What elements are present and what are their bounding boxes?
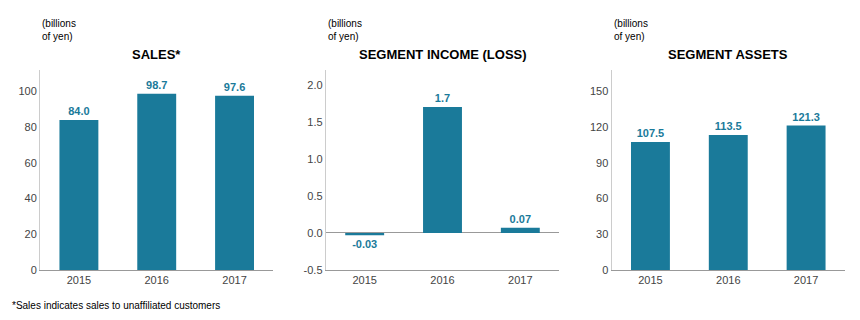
svg-text:107.5: 107.5 bbox=[637, 127, 665, 139]
svg-text:0: 0 bbox=[602, 264, 608, 276]
svg-text:113.5: 113.5 bbox=[715, 120, 742, 132]
svg-text:SEGMENT ASSETS: SEGMENT ASSETS bbox=[668, 47, 788, 62]
svg-text:40: 40 bbox=[25, 192, 37, 204]
svg-text:30: 30 bbox=[596, 228, 608, 240]
svg-text:2016: 2016 bbox=[430, 274, 454, 286]
svg-text:98.7: 98.7 bbox=[146, 79, 167, 91]
svg-text:20: 20 bbox=[25, 228, 37, 240]
svg-text:1.5: 1.5 bbox=[307, 116, 322, 128]
svg-text:SEGMENT INCOME (LOSS): SEGMENT INCOME (LOSS) bbox=[359, 47, 527, 62]
svg-text:(billionsof yen): (billionsof yen) bbox=[614, 18, 648, 42]
svg-text:2015: 2015 bbox=[638, 274, 662, 286]
svg-text:0.07: 0.07 bbox=[510, 213, 531, 225]
svg-text:60: 60 bbox=[25, 157, 37, 169]
svg-text:(billionsof yen): (billionsof yen) bbox=[328, 18, 362, 42]
svg-text:2017: 2017 bbox=[794, 274, 818, 286]
svg-text:121.3: 121.3 bbox=[792, 111, 820, 123]
svg-text:150: 150 bbox=[590, 85, 608, 97]
svg-text:90: 90 bbox=[596, 157, 608, 169]
svg-text:*Sales indicates sales to unaf: *Sales indicates sales to unaffiliated c… bbox=[12, 300, 220, 311]
svg-text:100: 100 bbox=[18, 85, 36, 97]
svg-text:80: 80 bbox=[25, 121, 37, 133]
svg-text:97.6: 97.6 bbox=[224, 81, 245, 93]
svg-text:2015: 2015 bbox=[352, 274, 376, 286]
svg-text:84.0: 84.0 bbox=[68, 105, 89, 117]
svg-text:2015: 2015 bbox=[67, 274, 91, 286]
svg-text:0.0: 0.0 bbox=[307, 227, 322, 239]
svg-text:SALES*: SALES* bbox=[132, 47, 181, 62]
svg-text:1.0: 1.0 bbox=[307, 153, 322, 165]
svg-text:60: 60 bbox=[596, 192, 608, 204]
svg-text:2.0: 2.0 bbox=[307, 79, 322, 91]
svg-text:-0.5: -0.5 bbox=[304, 264, 323, 276]
svg-text:2017: 2017 bbox=[222, 274, 246, 286]
svg-text:1.7: 1.7 bbox=[435, 92, 450, 104]
svg-text:2016: 2016 bbox=[716, 274, 740, 286]
svg-text:2016: 2016 bbox=[144, 274, 168, 286]
svg-text:120: 120 bbox=[590, 121, 608, 133]
svg-text:(billionsof yen): (billionsof yen) bbox=[42, 18, 76, 42]
svg-text:-0.03: -0.03 bbox=[352, 238, 377, 250]
svg-text:0: 0 bbox=[31, 264, 37, 276]
svg-text:2017: 2017 bbox=[508, 274, 532, 286]
svg-text:0.5: 0.5 bbox=[307, 190, 322, 202]
